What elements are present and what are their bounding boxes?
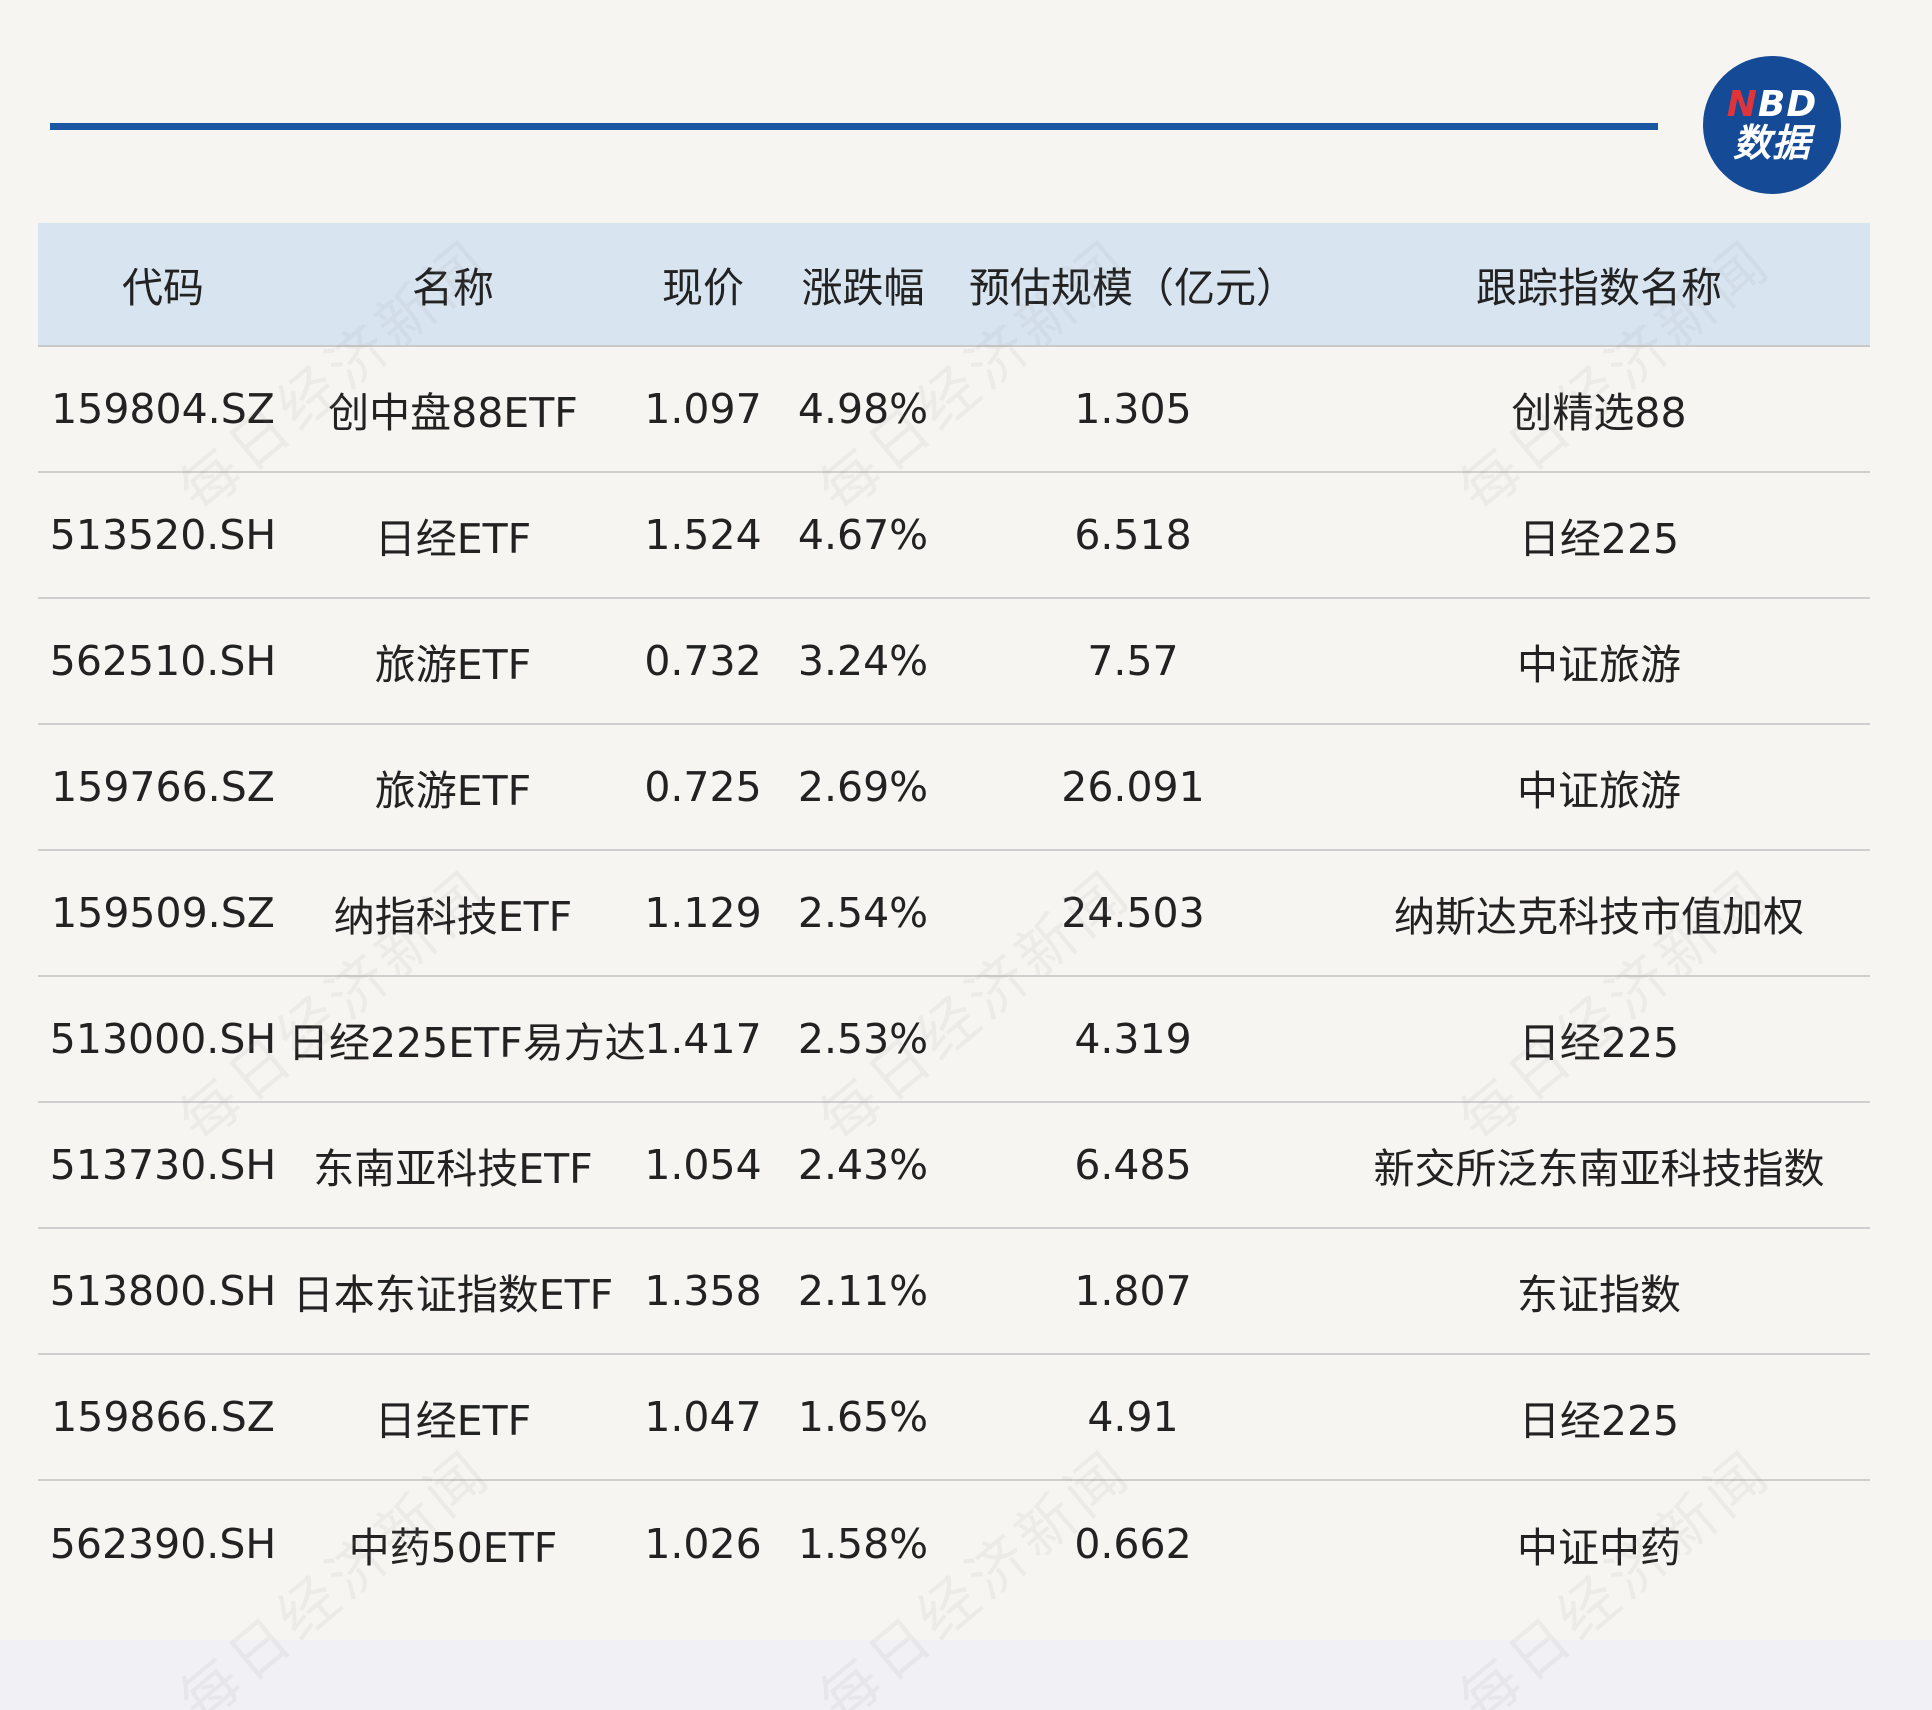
- cell-index: 日经225: [1328, 1354, 1870, 1481]
- cell-change: 2.11%: [788, 1228, 938, 1355]
- cell-change: 4.67%: [788, 472, 938, 599]
- cell-change: 2.53%: [788, 976, 938, 1103]
- cell-index: 中证旅游: [1328, 598, 1870, 725]
- cell-scale: 1.305: [938, 346, 1328, 473]
- cell-change: 2.43%: [788, 1102, 938, 1229]
- cell-price: 1.026: [644, 1519, 762, 1568]
- table-row: 562510.SH 旅游ETF 0.732 3.24% 7.57 中证旅游: [38, 598, 1870, 725]
- cell-index: 日经225: [1328, 472, 1870, 599]
- cell-name: 中药50ETF: [348, 1523, 558, 1572]
- cell-code: 159804.SZ: [38, 346, 288, 473]
- logo-bd-letters: BD: [1757, 84, 1818, 126]
- cell-name: 纳指科技ETF: [288, 850, 618, 977]
- table-row: 159866.SZ 日经ETF 1.047 1.65% 4.91 日经225: [38, 1354, 1870, 1481]
- etf-table: 代码 名称 现价 涨跌幅 预估规模（亿元） 跟踪指数名称 159804.SZ 创…: [38, 223, 1870, 1606]
- cell-index: 新交所泛东南亚科技指数: [1328, 1102, 1870, 1229]
- cell-price: 0.732: [618, 598, 788, 725]
- cell-scale: 26.091: [938, 724, 1328, 851]
- table-row: 159804.SZ 创中盘88ETF 1.097 4.98% 1.305 创精选…: [38, 346, 1870, 473]
- cell-price: 1.054: [618, 1102, 788, 1229]
- cell-index: 创精选88: [1328, 346, 1870, 473]
- cell-index: 纳斯达克科技市值加权: [1328, 850, 1870, 977]
- table-row: 513730.SH 东南亚科技ETF 1.054 2.43% 6.485 新交所…: [38, 1102, 1870, 1229]
- header-index: 跟踪指数名称: [1328, 223, 1870, 347]
- cell-name: 日经225ETF易方达: [288, 976, 646, 1103]
- cell-code: 513730.SH: [38, 1102, 288, 1229]
- header-name: 名称: [288, 223, 618, 347]
- cell-code: 513520.SH: [38, 472, 288, 599]
- table-row: 513800.SH 日本东证指数ETF 1.358 2.11% 1.807 东证…: [38, 1228, 1870, 1355]
- cell-name: 东南亚科技ETF: [288, 1102, 618, 1229]
- cell-scale: 4.91: [938, 1354, 1328, 1481]
- cell-price: 1.524: [618, 472, 788, 599]
- cell-scale: 7.57: [938, 598, 1328, 725]
- cell-scale: 1.807: [938, 1228, 1328, 1355]
- logo-n-letter: N: [1726, 84, 1758, 126]
- cell-name: 旅游ETF: [288, 724, 618, 851]
- cell-name: 日经ETF: [288, 472, 618, 599]
- table-row: 159766.SZ 旅游ETF 0.725 2.69% 26.091 中证旅游: [38, 724, 1870, 851]
- cell-name: 日本东证指数ETF: [288, 1228, 618, 1355]
- cell-index: 中证中药: [1517, 1523, 1681, 1572]
- header-price: 现价: [618, 223, 788, 347]
- cell-code: 159766.SZ: [38, 724, 288, 851]
- cell-code: 513000.SH: [38, 976, 288, 1103]
- cell-price: 0.725: [618, 724, 788, 851]
- cell-index: 中证旅游: [1328, 724, 1870, 851]
- cell-price: 1.129: [618, 850, 788, 977]
- table-row: 159509.SZ 纳指科技ETF 1.129 2.54% 24.503 纳斯达…: [38, 850, 1870, 977]
- cell-change: 4.98%: [788, 346, 938, 473]
- cell-change: 2.69%: [788, 724, 938, 851]
- cell-price: 1.097: [618, 346, 788, 473]
- header-code: 代码: [38, 223, 288, 347]
- bottom-band: [0, 1640, 1932, 1710]
- cell-scale: 24.503: [938, 850, 1328, 977]
- cell-code: 513800.SH: [38, 1228, 288, 1355]
- cell-name: 日经ETF: [288, 1354, 618, 1481]
- cell-price: 1.047: [618, 1354, 788, 1481]
- cell-scale: 6.485: [938, 1102, 1328, 1229]
- cell-index: 东证指数: [1328, 1228, 1870, 1355]
- cell-change: 1.65%: [788, 1354, 938, 1481]
- header-change: 涨跌幅: [788, 223, 938, 347]
- cell-change: 2.54%: [788, 850, 938, 977]
- logo-line1: NBD: [1727, 86, 1817, 124]
- cell-change: 1.58%: [797, 1519, 929, 1568]
- logo-line2: 数据: [1732, 120, 1811, 165]
- table-row: 513520.SH 日经ETF 1.524 4.67% 6.518 日经225: [38, 472, 1870, 599]
- cell-code: 159509.SZ: [38, 850, 288, 977]
- cell-scale: 0.662: [1074, 1519, 1192, 1568]
- table-body: 159804.SZ 创中盘88ETF 1.097 4.98% 1.305 创精选…: [38, 346, 1870, 1606]
- cell-code: 562390.SH: [49, 1519, 277, 1568]
- table-row: 562390.SH 中药50ETF 1.026 1.58% 0.662 中证中药: [38, 1480, 1870, 1606]
- table-header-row: 代码 名称 现价 涨跌幅 预估规模（亿元） 跟踪指数名称: [38, 223, 1870, 347]
- cell-scale: 4.319: [938, 976, 1328, 1103]
- cell-price: 1.358: [618, 1228, 788, 1355]
- top-rule: [50, 123, 1658, 130]
- header-scale: 预估规模（亿元）: [938, 223, 1328, 347]
- cell-price: 1.417: [618, 976, 788, 1103]
- cell-index: 日经225: [1328, 976, 1870, 1103]
- cell-change: 3.24%: [788, 598, 938, 725]
- cell-code: 159866.SZ: [38, 1354, 288, 1481]
- cell-scale: 6.518: [938, 472, 1328, 599]
- cell-name: 旅游ETF: [288, 598, 618, 725]
- table-row: 513000.SH 日经225ETF易方达 1.417 2.53% 4.319 …: [38, 976, 1870, 1103]
- nbd-data-logo: NBD 数据: [1703, 56, 1841, 194]
- cell-name: 创中盘88ETF: [288, 346, 618, 473]
- cell-code: 562510.SH: [38, 598, 288, 725]
